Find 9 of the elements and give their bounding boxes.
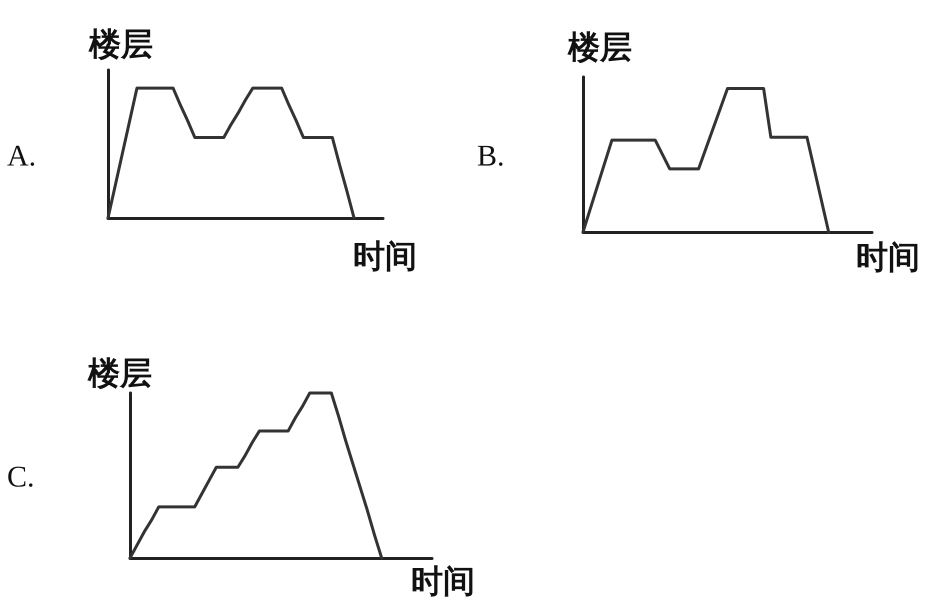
x-axis-title: 时间 xyxy=(353,237,417,275)
y-axis-title: 楼层 xyxy=(88,25,153,63)
y-axis-title: 楼层 xyxy=(87,354,152,392)
text: C. xyxy=(7,460,35,494)
text: B. xyxy=(477,140,505,172)
text: A. xyxy=(7,140,36,172)
x-axis-title: 时间 xyxy=(411,562,475,600)
x-axis-title: 时间 xyxy=(856,238,920,276)
y-axis-title: 楼层 xyxy=(567,28,632,66)
